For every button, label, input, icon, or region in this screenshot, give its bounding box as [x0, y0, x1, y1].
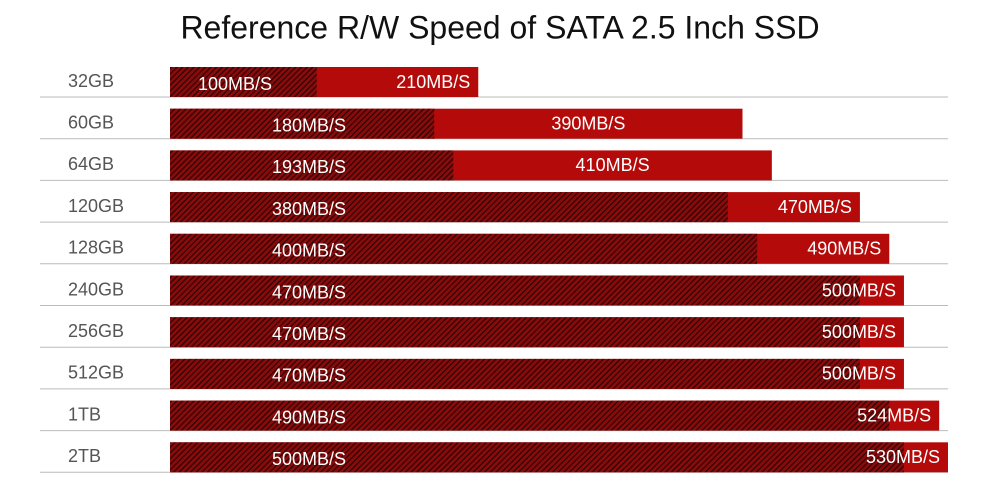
- category-label: 120GB: [68, 196, 124, 216]
- write-bar: [170, 317, 860, 348]
- category-label: 240GB: [68, 279, 124, 299]
- read-label: 410MB/S: [576, 155, 650, 175]
- write-bar: [170, 233, 758, 264]
- write-label: 100MB/S: [198, 74, 272, 94]
- write-bar: [170, 275, 860, 306]
- write-label: 470MB/S: [272, 282, 346, 302]
- category-label: 1TB: [68, 404, 101, 424]
- category-label: 256GB: [68, 321, 124, 341]
- chart-title: Reference R/W Speed of SATA 2.5 Inch SSD: [180, 9, 819, 45]
- read-label: 500MB/S: [822, 280, 896, 300]
- category-label: 32GB: [68, 71, 114, 91]
- read-label: 524MB/S: [857, 405, 931, 425]
- write-label: 400MB/S: [272, 241, 346, 261]
- read-label: 500MB/S: [822, 364, 896, 384]
- read-label: 390MB/S: [551, 113, 625, 133]
- write-label: 490MB/S: [272, 407, 346, 427]
- write-bar: [170, 192, 728, 223]
- write-label: 380MB/S: [272, 199, 346, 219]
- write-label: 193MB/S: [272, 157, 346, 177]
- write-label: 180MB/S: [272, 115, 346, 135]
- write-label: 470MB/S: [272, 366, 346, 386]
- read-label: 530MB/S: [866, 447, 940, 467]
- read-label: 210MB/S: [396, 72, 470, 92]
- write-bar: [170, 400, 890, 431]
- category-label: 512GB: [68, 363, 124, 383]
- read-label: 500MB/S: [822, 322, 896, 342]
- write-bar: [170, 67, 317, 97]
- category-label: 64GB: [68, 154, 114, 174]
- read-label: 490MB/S: [807, 239, 881, 259]
- write-bar: [170, 442, 904, 473]
- read-label: 470MB/S: [778, 197, 852, 217]
- write-bar: [170, 108, 435, 139]
- category-label: 60GB: [68, 112, 114, 132]
- category-label: 128GB: [68, 238, 124, 258]
- category-label: 2TB: [68, 446, 101, 466]
- write-bar: [170, 150, 454, 181]
- write-label: 500MB/S: [272, 449, 346, 469]
- write-bar: [170, 358, 860, 389]
- write-label: 470MB/S: [272, 324, 346, 344]
